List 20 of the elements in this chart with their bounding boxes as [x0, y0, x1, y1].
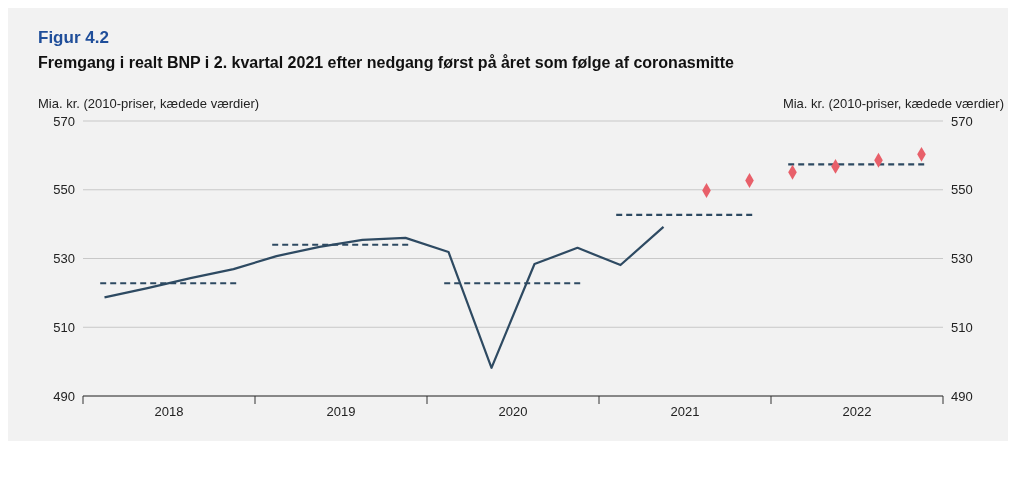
x-tick-label: 2018: [154, 404, 184, 419]
chart-subtitle: Fremgang i realt BNP i 2. kvartal 2021 efter nedgang først på året som følge af coronasmitte: [38, 54, 735, 72]
x-tick-label: 2022: [842, 404, 872, 419]
line-series: [103, 225, 665, 369]
y2-axis-title: Mia. kr. (2010-priser, kædede værdier): [782, 96, 1004, 111]
y-axis-title: Mia. kr. (2010-priser, kædede værdier): [38, 96, 260, 111]
y-tick-label: 510: [53, 319, 75, 335]
x-tick-label: 2019: [326, 404, 356, 419]
y-tick-label: 530: [53, 251, 75, 267]
y2-tick-label: 570: [951, 113, 973, 129]
y2-tick-label: 490: [951, 388, 973, 404]
y2-tick-label: 530: [951, 251, 973, 267]
x-tick-label: 2020: [498, 404, 528, 419]
y-tick-label: 570: [53, 113, 75, 129]
x-tick-label: 2021: [670, 404, 700, 419]
y2-tick-label: 510: [951, 319, 973, 335]
y2-tick-label: 550: [951, 182, 973, 198]
y-tick-label: 490: [53, 388, 75, 404]
chart-title: Figur 4.2: [38, 28, 110, 48]
y-tick-label: 550: [53, 182, 75, 198]
